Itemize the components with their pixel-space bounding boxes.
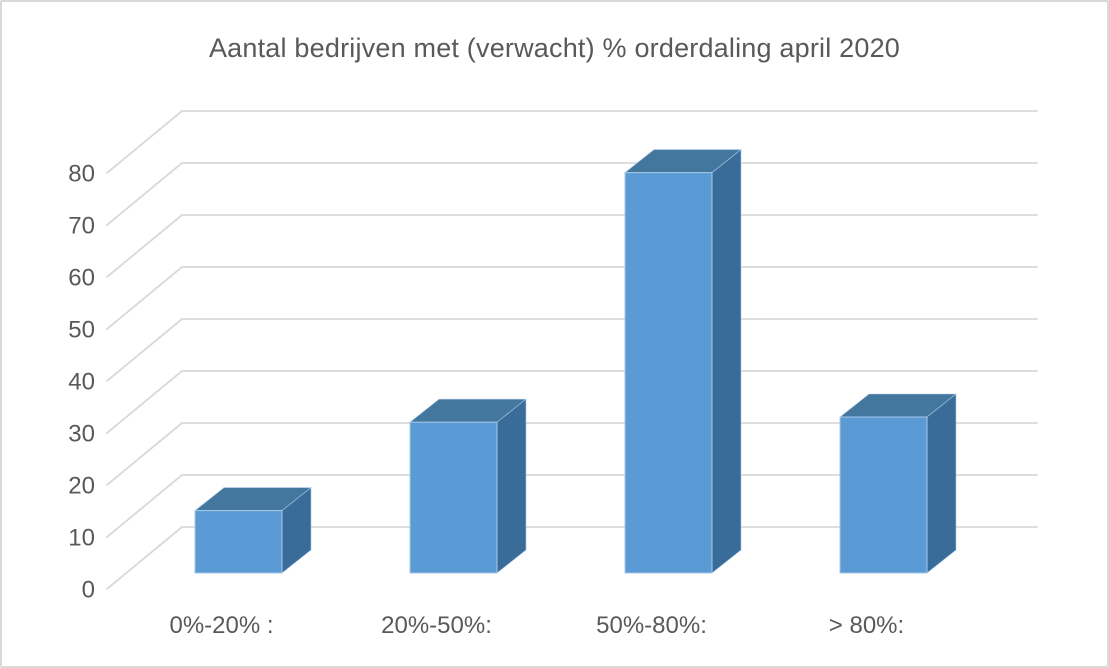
bar-3 — [839, 393, 957, 574]
bar-side-face — [496, 398, 527, 574]
bar-2 — [624, 148, 742, 574]
bar-front-face — [409, 421, 498, 574]
bar-front-face — [194, 510, 283, 574]
bar-0 — [194, 486, 312, 574]
chart-title: Aantal bedrijven met (verwacht) % orderd… — [208, 33, 901, 63]
gridline-0 — [106, 526, 1038, 590]
bar-side-face — [711, 148, 742, 574]
bar-1 — [409, 398, 527, 574]
x-tick-label-3: > 80%: — [829, 612, 904, 639]
x-tick-label-0: 0%-20% : — [169, 612, 273, 639]
bar-front-face — [624, 172, 713, 574]
x-axis-labels: 0%-20% : 20%-50%: 50%-80%: > 80%: — [169, 612, 904, 639]
gridline-70 — [106, 162, 1038, 226]
y-tick-label-40: 40 — [68, 369, 95, 396]
gridline-20 — [106, 422, 1038, 486]
y-tick-label-10: 10 — [68, 525, 95, 552]
y-tick-label-0: 0 — [82, 577, 95, 604]
y-tick-label-50: 50 — [68, 317, 95, 344]
y-tick-label-20: 20 — [68, 473, 95, 500]
gridline-50 — [106, 266, 1038, 330]
y-tick-label-60: 60 — [68, 265, 95, 292]
bar-side-face — [926, 393, 957, 574]
bar-front-face — [839, 416, 928, 574]
gridlines — [106, 110, 1038, 590]
y-tick-label-80: 80 — [68, 161, 95, 188]
gridline-80 — [106, 110, 1038, 174]
gridline-10 — [106, 474, 1038, 538]
y-axis-labels: 0 10 20 30 40 50 60 70 80 — [68, 161, 95, 604]
x-tick-label-2: 50%-80%: — [596, 612, 707, 639]
x-tick-label-1: 20%-50%: — [381, 612, 492, 639]
gridline-60 — [106, 214, 1038, 278]
bars — [194, 148, 957, 574]
gridline-30 — [106, 370, 1038, 434]
y-tick-label-70: 70 — [68, 213, 95, 240]
y-tick-label-30: 30 — [68, 421, 95, 448]
gridline-40 — [106, 318, 1038, 382]
